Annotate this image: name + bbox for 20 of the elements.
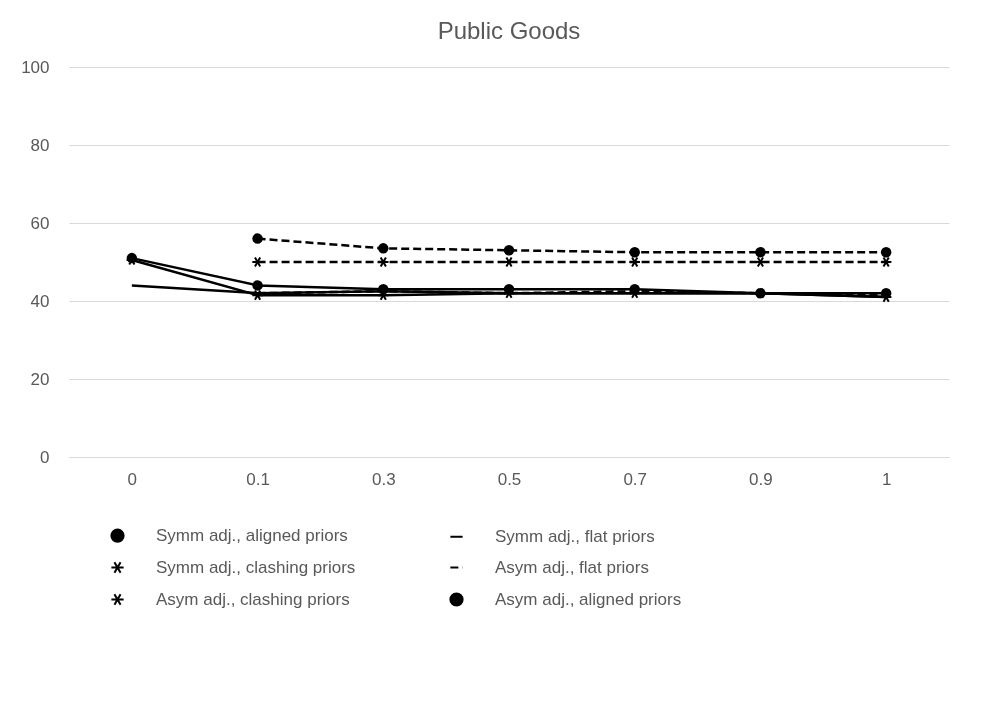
legend-label: Asym adj., clashing priors <box>156 589 350 609</box>
legend-label: Symm adj., aligned priors <box>156 525 348 545</box>
y-tick-label: 40 <box>30 291 50 311</box>
x-tick-label: 0.3 <box>371 469 396 489</box>
x-tick-label: 0 <box>127 469 138 489</box>
y-tick-label: 60 <box>30 213 50 233</box>
y-tick-label: 100 <box>21 57 50 77</box>
x-tick-label: 0.9 <box>749 469 773 489</box>
x-tick-label: 0.5 <box>497 469 522 489</box>
legend-label: Asym adj., flat priors <box>495 557 649 577</box>
y-tick-label: 80 <box>30 135 50 155</box>
legend-label: Asym adj., aligned priors <box>495 589 682 609</box>
x-tick-label: 0.1 <box>246 469 270 489</box>
legend-label: Symm adj., flat priors <box>495 526 655 546</box>
chart-title: Public Goods <box>437 17 581 44</box>
y-tick-label: 0 <box>40 447 50 467</box>
x-tick-label: 1 <box>881 469 892 489</box>
legend-label: Symm adj., clashing priors <box>156 557 356 577</box>
y-tick-label: 20 <box>30 369 50 389</box>
x-tick-label: 0.7 <box>623 469 648 489</box>
